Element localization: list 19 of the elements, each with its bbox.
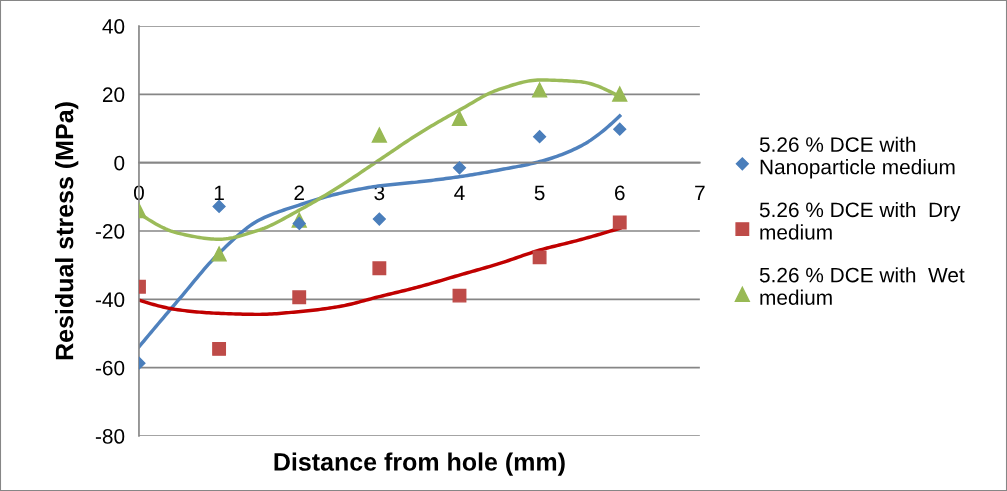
x-tick-label: 1 bbox=[214, 185, 224, 200]
x-tick-label: 0 bbox=[133, 185, 144, 201]
x-tick-label: 2 bbox=[294, 185, 304, 200]
y-tick-label: -40 bbox=[95, 292, 125, 308]
legend-label: 5.26 % DCE with Wet medium bbox=[759, 267, 965, 305]
y-tick-label: -80 bbox=[95, 429, 125, 444]
y-tick-label: -20 bbox=[95, 224, 125, 239]
legend-label: 5.26 % DCE with Dry medium bbox=[759, 201, 961, 240]
x-tick-label: 6 bbox=[615, 185, 625, 201]
y-tick-label: 20 bbox=[102, 87, 125, 103]
y-tick-label: 0 bbox=[114, 155, 125, 171]
y-tick-label: -60 bbox=[95, 360, 125, 376]
x-axis-title: Distance from hole (mm) bbox=[274, 452, 565, 476]
x-tick-label: 4 bbox=[454, 185, 465, 200]
legend-label: 5.26 % DCE with Nanoparticle medium bbox=[759, 136, 955, 179]
y-tick-label: 40 bbox=[102, 19, 125, 34]
y-axis-title: Residual stress (MPa) bbox=[55, 102, 79, 360]
x-tick-label: 7 bbox=[695, 185, 705, 200]
x-tick-label: 5 bbox=[534, 185, 545, 201]
